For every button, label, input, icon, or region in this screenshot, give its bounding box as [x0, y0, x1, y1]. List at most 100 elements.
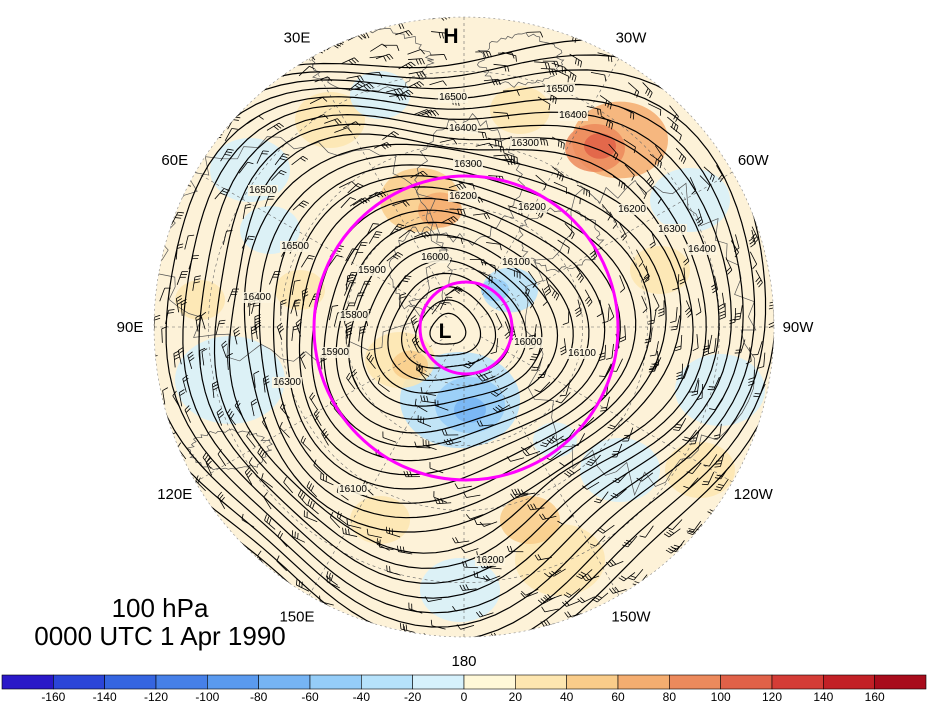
wind-barb: [647, 103, 662, 116]
colorbar-tick-label: -140: [93, 690, 117, 702]
wind-barb: [608, 143, 619, 161]
wind-barb: [621, 107, 635, 120]
wind-barb: [596, 299, 603, 318]
wind-barb: [510, 492, 528, 499]
wind-barb: [676, 363, 683, 380]
svg-text:16300: 16300: [273, 377, 301, 388]
wind-barb: [559, 338, 567, 356]
wind-barb: [537, 96, 551, 111]
wind-barb: [399, 293, 407, 310]
wind-barb: [540, 435, 555, 448]
wind-barb: [377, 377, 390, 392]
wind-barb: [369, 55, 387, 62]
contour-label: 16500: [280, 241, 310, 252]
longitude-label: 90E: [117, 319, 144, 336]
wind-barb: [644, 327, 653, 344]
wind-barb: [291, 155, 309, 166]
wind-barb: [220, 148, 234, 162]
wind-barb: [329, 305, 339, 321]
wind-barb: [479, 270, 493, 284]
wind-barb: [590, 71, 607, 81]
wind-barb: [222, 230, 233, 245]
colorbar-swatch: [669, 674, 721, 690]
colorbar-swatch: [53, 674, 105, 690]
wind-barb: [310, 114, 329, 121]
wind-barb: [673, 417, 687, 431]
wind-barb: [262, 375, 270, 393]
wind-barb: [370, 43, 388, 52]
wind-barb: [378, 541, 394, 551]
wind-barb: [569, 53, 583, 68]
wind-barb: [619, 325, 627, 343]
wind-barb: [182, 374, 189, 393]
wind-barb: [696, 383, 703, 401]
wind-barb: [641, 295, 648, 314]
wind-barb: [623, 139, 636, 154]
wind-barb: [313, 408, 322, 427]
wind-barb: [497, 52, 515, 59]
wind-barb: [606, 343, 614, 360]
wind-barb: [757, 352, 766, 369]
wind-barb: [675, 334, 683, 352]
wind-barb: [551, 62, 566, 74]
wind-barb: [411, 335, 420, 353]
anomaly-patch: [454, 397, 486, 423]
wind-barb: [458, 182, 475, 190]
wind-barb: [490, 338, 499, 355]
wind-barb: [341, 57, 359, 65]
svg-text:16200: 16200: [476, 555, 504, 566]
colorbar-tick-label: -80: [250, 690, 268, 702]
wind-barb: [180, 299, 187, 316]
wind-barb: [559, 381, 571, 397]
wind-barb: [200, 311, 207, 330]
wind-barb: [396, 545, 413, 555]
wind-barb: [212, 380, 219, 398]
wind-barb: [527, 270, 537, 288]
wind-barb: [410, 315, 418, 333]
meridian-line: [308, 58, 455, 311]
wind-barb: [192, 149, 204, 164]
wind-barb: [777, 281, 782, 298]
wind-barb: [576, 184, 591, 198]
wind-barb: [266, 64, 282, 76]
wind-barb: [347, 183, 364, 194]
contour-label: 16100: [567, 348, 597, 359]
colorbar-swatch: [463, 674, 516, 690]
wind-barb: [469, 258, 487, 266]
anomaly-patch: [481, 278, 509, 302]
wind-barb: [537, 364, 549, 378]
wind-barb: [439, 296, 453, 310]
wind-barb: [555, 69, 569, 83]
contour-label: 16500: [545, 84, 575, 95]
anomaly-patch: [490, 86, 550, 134]
colorbar-tick-label: -100: [195, 690, 219, 702]
anomaly-patch: [665, 442, 735, 498]
wind-barb: [339, 181, 357, 188]
wind-barb: [526, 31, 544, 38]
svg-text:16400: 16400: [243, 292, 271, 303]
wind-barb: [177, 346, 185, 365]
map-boundary: [153, 16, 775, 638]
wind-barb: [463, 358, 480, 369]
colorbar-tick-label: 40: [560, 690, 574, 702]
wind-barb: [396, 89, 414, 98]
wind-barb: [214, 188, 230, 200]
wind-barb: [591, 592, 609, 603]
anomaly-patch: [175, 336, 285, 424]
wind-barb: [493, 154, 511, 161]
wind-barb: [262, 417, 271, 435]
height-contour: [213, 123, 707, 569]
wind-barb: [679, 267, 686, 285]
wind-barb: [382, 131, 399, 141]
colorbar-tick-label: -160: [41, 690, 65, 702]
wind-barb: [386, 565, 401, 576]
wind-barb: [413, 231, 432, 239]
wind-barb: [443, 438, 462, 446]
wind-barb: [520, 441, 538, 451]
wind-barb: [576, 569, 593, 580]
wind-barb: [154, 256, 157, 265]
coastline: [517, 207, 605, 273]
wind-barb: [227, 288, 239, 303]
wind-barb: [745, 184, 754, 203]
svg-text:16400: 16400: [559, 110, 587, 121]
